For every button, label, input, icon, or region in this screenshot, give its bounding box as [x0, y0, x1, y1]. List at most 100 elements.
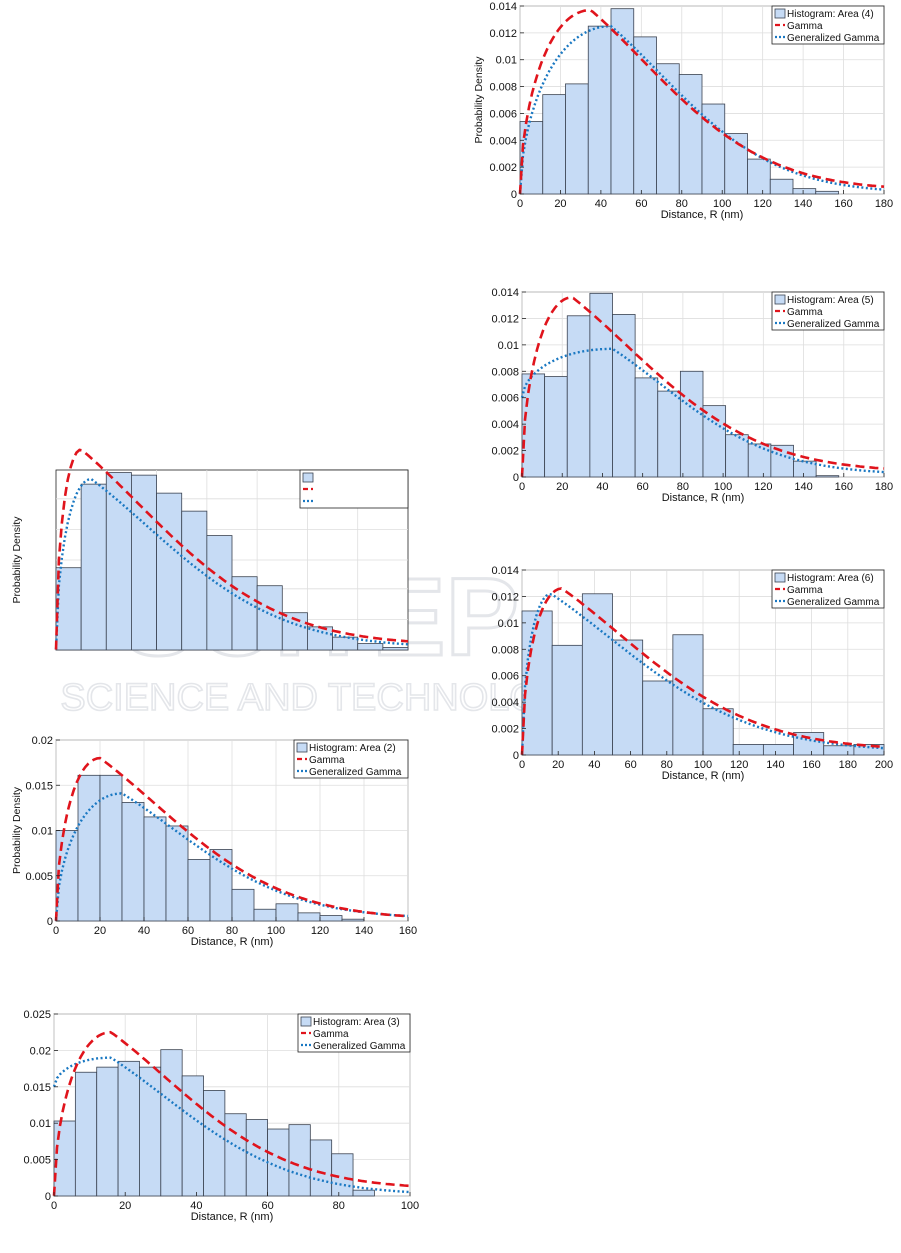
x-tick-label: 180 — [875, 481, 893, 493]
x-axis-label: Distance, R (nm) — [191, 1211, 274, 1223]
y-tick-label: 0.012 — [489, 28, 517, 40]
y-tick-label: 0.004 — [489, 135, 517, 147]
legend-label: Generalized Gamma — [787, 319, 880, 330]
x-tick-label: 120 — [730, 759, 748, 771]
histogram-bar — [725, 434, 749, 478]
x-tick-label: 60 — [261, 1200, 273, 1212]
histogram-bar — [634, 377, 659, 478]
x-axis-label: Distance, R (nm) — [191, 936, 274, 948]
histogram-bar — [769, 178, 794, 195]
legend-label: Histogram: Area (3) — [313, 1017, 400, 1028]
histogram-bar — [762, 744, 794, 756]
histogram-bar — [117, 1060, 140, 1197]
histogram-bar — [156, 492, 183, 651]
y-axis-label: Probability Density — [11, 786, 23, 874]
x-tick-label: 80 — [676, 198, 688, 210]
y-tick-label: 0.015 — [23, 1082, 51, 1094]
x-tick-label: 140 — [794, 198, 812, 210]
legend-label: Generalized Gamma — [313, 1041, 406, 1052]
x-tick-label: 20 — [556, 481, 568, 493]
legend-label: Gamma — [787, 585, 823, 596]
x-tick-label: 160 — [399, 925, 417, 937]
y-tick-label: 0.02 — [30, 1045, 51, 1057]
y-tick-label: 0.005 — [23, 1155, 51, 1167]
legend-box — [771, 5, 885, 45]
histogram-bar — [297, 912, 321, 922]
x-tick-label: 160 — [834, 198, 852, 210]
y-tick-label: 0.008 — [489, 82, 517, 94]
x-tick-label: 140 — [766, 759, 784, 771]
y-tick-label: 0.012 — [491, 313, 519, 325]
histogram-bar — [657, 390, 681, 478]
y-tick-label: 0.01 — [32, 826, 53, 838]
chart-svg-area1: Probability Density — [11, 448, 409, 651]
legend-swatch-histogram — [774, 572, 786, 583]
x-tick-label: 80 — [661, 759, 673, 771]
y-tick-label: 0 — [513, 472, 519, 484]
y-tick-label: 0.025 — [23, 1009, 51, 1021]
histogram-bar — [544, 376, 568, 478]
chart-svg-area4: 0 20 40 60 80 100 120 140 160 180 0 0.002 0.004 0.006… — [473, 1, 893, 221]
x-tick-label: 100 — [267, 925, 285, 937]
histogram-bar — [131, 474, 157, 651]
legend-swatch-histogram — [296, 742, 308, 753]
histogram-bar — [203, 1090, 226, 1197]
histogram-bar — [551, 644, 583, 756]
y-tick-label: 0.005 — [25, 871, 53, 883]
histogram-bar — [352, 1189, 375, 1197]
histogram-bar — [160, 1049, 183, 1197]
y-tick-label: 0.004 — [491, 697, 519, 709]
x-tick-label: 120 — [753, 198, 771, 210]
x-tick-label: 80 — [333, 1200, 345, 1212]
chart-panel-area1: Probability Density — [8, 448, 418, 662]
legend-label: Gamma — [309, 755, 345, 766]
histogram-bar — [105, 472, 132, 651]
legend-box — [299, 469, 409, 509]
histogram-bar — [853, 744, 885, 756]
histogram-bar — [747, 443, 772, 478]
y-tick-label: 0.02 — [32, 735, 53, 747]
histogram-bar — [565, 83, 589, 195]
x-tick-label: 100 — [401, 1200, 419, 1212]
legend-box — [297, 1013, 411, 1053]
x-axis-label: Distance, R (nm) — [661, 209, 744, 221]
x-tick-label: 60 — [624, 759, 636, 771]
histogram-bar — [656, 63, 680, 195]
legend-label: Gamma — [787, 21, 823, 32]
y-tick-label: 0.015 — [25, 780, 53, 792]
gamma-curve — [518, 8, 885, 194]
histogram-bar — [55, 567, 82, 651]
histogram-bar — [206, 535, 233, 651]
histogram-bar — [587, 25, 612, 195]
x-tick-label: 40 — [595, 198, 607, 210]
x-tick-label: 100 — [714, 481, 732, 493]
y-tick-label: 0.014 — [489, 1, 517, 13]
histogram-bar — [253, 908, 277, 922]
histogram-bar — [357, 643, 384, 651]
histogram-bar — [732, 744, 764, 756]
histogram-bar — [96, 1066, 119, 1197]
histogram-bar — [542, 94, 566, 195]
x-tick-label: 100 — [713, 198, 731, 210]
histogram-bar — [245, 1119, 269, 1197]
legend — [299, 469, 409, 509]
gamma-curve — [52, 1030, 411, 1196]
histogram-bar — [288, 1124, 311, 1197]
legend-label: Histogram: Area (6) — [787, 573, 874, 584]
histogram-bar — [80, 483, 107, 651]
x-tick-label: 0 — [53, 925, 59, 937]
x-tick-label: 0 — [519, 759, 525, 771]
legend-label: Gamma — [313, 1029, 349, 1040]
x-tick-label: 140 — [794, 481, 812, 493]
histogram-bar — [815, 190, 839, 195]
legend-label: Histogram: Area (5) — [787, 295, 874, 306]
legend-swatch-histogram — [774, 294, 786, 305]
y-tick-label: 0.006 — [491, 393, 519, 405]
histogram-bar — [612, 314, 636, 478]
x-tick-label: 20 — [119, 1200, 131, 1212]
histogram-bar — [823, 745, 855, 756]
